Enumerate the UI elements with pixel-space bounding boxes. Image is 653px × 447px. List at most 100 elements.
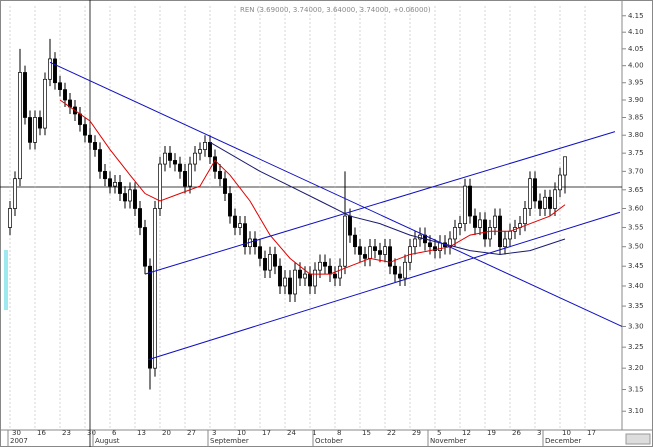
candle-body bbox=[48, 58, 52, 80]
candle-body bbox=[528, 178, 532, 209]
candle-body bbox=[273, 254, 277, 267]
candle-body bbox=[228, 193, 232, 217]
candle-body bbox=[398, 273, 402, 279]
y-tick-label: 4.15 bbox=[628, 12, 644, 20]
candle-body bbox=[268, 254, 272, 271]
candle-body bbox=[343, 215, 347, 267]
candle-body bbox=[173, 160, 177, 165]
candle-body bbox=[78, 113, 82, 125]
candle-body bbox=[288, 277, 292, 295]
candle-body bbox=[328, 265, 332, 275]
candle-body bbox=[508, 230, 512, 240]
y-tick-label: 3.85 bbox=[628, 113, 644, 121]
candle-body bbox=[503, 238, 507, 248]
candle-body bbox=[543, 196, 547, 209]
candle-body bbox=[463, 185, 467, 225]
candle-body bbox=[488, 227, 492, 240]
candle-body bbox=[118, 182, 122, 194]
candle-body bbox=[13, 178, 17, 209]
candle-body bbox=[558, 174, 562, 191]
candle-body bbox=[168, 152, 172, 161]
x-tick-label: 3 bbox=[537, 429, 541, 437]
y-tick-label: 3.95 bbox=[628, 79, 644, 87]
y-tick-label: 3.35 bbox=[628, 302, 644, 310]
candle-body bbox=[318, 261, 322, 271]
candle-body bbox=[128, 189, 132, 202]
candle-body bbox=[233, 215, 237, 228]
y-tick-label: 3.50 bbox=[628, 243, 644, 251]
y-tick-label: 4.05 bbox=[628, 45, 644, 53]
candle-body bbox=[493, 215, 497, 228]
candle-body bbox=[333, 273, 337, 279]
candle-body bbox=[308, 273, 312, 287]
scroll-control[interactable] bbox=[625, 433, 651, 445]
y-tick-label: 3.10 bbox=[628, 407, 644, 415]
candle-body bbox=[133, 189, 137, 209]
candle-body bbox=[378, 250, 382, 255]
x-tick-label: 8 bbox=[337, 429, 341, 437]
candle-body bbox=[108, 178, 112, 187]
candle-body bbox=[458, 223, 462, 228]
candle-body bbox=[213, 156, 217, 172]
candle-body bbox=[208, 142, 212, 158]
candle-body bbox=[338, 265, 342, 279]
candle-body bbox=[433, 246, 437, 251]
y-tick-label: 3.45 bbox=[628, 262, 644, 270]
y-tick-label: 3.25 bbox=[628, 343, 644, 351]
y-tick-label: 3.55 bbox=[628, 223, 644, 231]
candle-body bbox=[93, 142, 97, 150]
candle-body bbox=[158, 163, 162, 209]
candle-body bbox=[553, 189, 557, 209]
candle-body bbox=[523, 208, 527, 225]
candle-body bbox=[368, 246, 372, 259]
x-tick-label: 22 bbox=[387, 429, 396, 437]
x-tick-label: 12 bbox=[462, 429, 471, 437]
candle-body bbox=[203, 142, 207, 150]
candle-body bbox=[98, 149, 102, 172]
candle-body bbox=[188, 163, 192, 187]
candle-body bbox=[263, 258, 267, 271]
x-tick-label: 15 bbox=[362, 429, 371, 437]
candle-body bbox=[18, 72, 22, 180]
candle-body bbox=[58, 82, 62, 90]
x-tick-label: 13 bbox=[137, 429, 146, 437]
candle-body bbox=[258, 246, 262, 259]
y-tick-label: 3.60 bbox=[628, 205, 644, 213]
x-tick-label: 1 bbox=[312, 429, 316, 437]
month-label: August bbox=[95, 437, 120, 445]
candle-body bbox=[478, 219, 482, 228]
candle-body bbox=[538, 200, 542, 209]
candle-body bbox=[83, 124, 87, 136]
x-tick-label: 16 bbox=[37, 429, 46, 437]
candle-body bbox=[563, 156, 567, 176]
candle-body bbox=[483, 219, 487, 240]
candle-body bbox=[293, 269, 297, 295]
candle-body bbox=[278, 265, 282, 287]
indicator-line bbox=[144, 131, 616, 275]
plot-area: 3.10 3.15 3.20 3.25 3.30 3.35 3.40 3.45 3.50 3.55… bbox=[7, 6, 644, 447]
x-tick-label: 26 bbox=[512, 429, 521, 437]
y-tick-label: 3.70 bbox=[628, 167, 644, 175]
candle-body bbox=[243, 223, 247, 248]
candle-body bbox=[23, 72, 27, 118]
y-tick-label: 3.65 bbox=[628, 186, 644, 194]
candle-body bbox=[428, 242, 432, 248]
candle-body bbox=[8, 208, 12, 228]
candle-body bbox=[43, 78, 47, 129]
month-label: 2007 bbox=[10, 437, 28, 445]
candle-body bbox=[298, 269, 302, 279]
candle-body bbox=[388, 246, 392, 267]
candle-body bbox=[63, 89, 67, 101]
candle-body bbox=[163, 152, 167, 165]
y-tick-label: 4.10 bbox=[628, 28, 644, 36]
candle-body bbox=[123, 193, 127, 202]
x-tick-label: 30 bbox=[12, 429, 21, 437]
y-tick-label: 3.90 bbox=[628, 96, 644, 104]
x-tick-label: 5 bbox=[437, 429, 441, 437]
month-label: November bbox=[430, 437, 467, 445]
month-label: December bbox=[545, 437, 581, 445]
x-tick-label: 3 bbox=[212, 429, 216, 437]
candle-body bbox=[88, 134, 92, 143]
